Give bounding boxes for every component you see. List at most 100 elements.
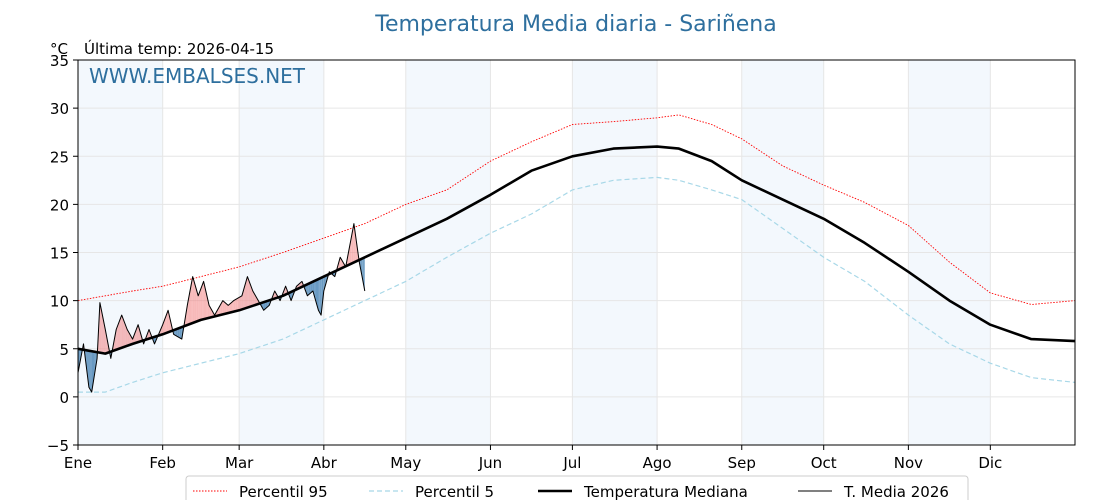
anomaly-segment [194, 281, 196, 323]
y-tick-label-0: 0 [59, 389, 69, 407]
anomaly-segment [315, 279, 317, 306]
anomaly-segment [99, 302, 102, 353]
anomaly-segment [228, 304, 230, 313]
y-tick-label--5: −5 [47, 437, 69, 455]
anomaly-segment [321, 277, 322, 316]
anomaly-segment [352, 227, 354, 264]
x-tick-label-Mar: Mar [225, 454, 254, 472]
anomaly-segment [233, 299, 236, 312]
anomaly-segment [353, 223, 355, 263]
anomaly-segment [147, 329, 149, 340]
anomaly-segment [362, 258, 363, 281]
anomaly-segment [318, 278, 320, 312]
anomaly-segment [179, 327, 182, 340]
anomaly-segment [191, 276, 193, 324]
anomaly-segment [355, 233, 356, 262]
watermark: WWW.EMBALSES.NET [89, 64, 306, 88]
anomaly-segment [124, 322, 126, 347]
y-unit-label: °C [50, 40, 68, 58]
anomaly-segment [94, 351, 96, 376]
anomaly-segment [120, 315, 122, 349]
anomaly-segment [244, 281, 246, 309]
y-tick-label-25: 25 [50, 148, 69, 166]
anomaly-segment [102, 316, 104, 354]
anomaly-segment [362, 258, 364, 284]
anomaly-segment [90, 350, 91, 391]
x-tick-label-Feb: Feb [149, 454, 176, 472]
last-temp-subtitle: Última temp: 2026-04-15 [84, 39, 274, 58]
x-tick-label-Abr: Abr [311, 454, 338, 472]
anomaly-segment [175, 328, 178, 337]
legend-box [185, 475, 969, 500]
anomaly-segment [128, 331, 130, 346]
x-tick-label-Ago: Ago [643, 454, 672, 472]
series-lines [77, 114, 1076, 393]
chart-title: Temperatura Media diaria - Sariñena [374, 12, 776, 37]
anomaly-segment [226, 304, 229, 314]
anomaly-segment [246, 276, 248, 308]
anomaly-segment [231, 301, 233, 313]
anomaly-segment [195, 286, 197, 322]
anomaly-segment [89, 350, 91, 390]
anomaly-segment [250, 283, 252, 307]
anomaly-segment [224, 301, 226, 314]
anomaly-segment [254, 293, 256, 306]
anomaly-segment [340, 257, 342, 269]
anomaly-segment [354, 228, 356, 263]
anomaly-segment [211, 310, 214, 318]
anomaly-segment [225, 303, 227, 314]
anomaly-segment [196, 291, 199, 322]
y-tick-label-30: 30 [50, 100, 69, 118]
anomaly-segment [199, 288, 201, 321]
anomaly-segment [351, 234, 352, 264]
anomaly-segment [239, 295, 242, 310]
anomaly-segment [190, 283, 192, 324]
anomaly-segment [310, 282, 312, 294]
y-tick-label-35: 35 [50, 52, 69, 70]
anomaly-segment [127, 329, 129, 346]
x-tick-label-Oct: Oct [811, 454, 837, 472]
anomaly-segment [229, 303, 231, 313]
anomaly-segment [123, 318, 125, 348]
anomaly-segment [117, 322, 119, 350]
anomaly-segment [166, 310, 169, 333]
anomaly-segment [165, 313, 167, 334]
anomaly-segment [266, 300, 268, 308]
x-tick-label-May: May [390, 454, 421, 472]
y-tick-label-15: 15 [50, 245, 69, 263]
series-line-2 [77, 145, 1076, 355]
anomaly-segment [203, 281, 205, 320]
anomaly-segment [119, 318, 121, 349]
anomaly-segment [235, 298, 238, 312]
x-tick-label-Jul: Jul [562, 454, 581, 472]
series-line-1 [78, 176, 1076, 393]
anomaly-segment [88, 350, 90, 389]
y-tick-label-20: 20 [50, 196, 69, 214]
anomaly-segment [192, 276, 195, 323]
anomaly-segment [311, 281, 313, 293]
anomaly-segment [263, 301, 266, 311]
legend-label-1: Percentil 5 [415, 483, 494, 500]
anomaly-segment [364, 257, 365, 291]
x-tick-label-Jun: Jun [478, 454, 502, 472]
legend: Percentil 95 Percentil 5 Temperatura Media… [185, 475, 969, 500]
anomaly-segment [198, 292, 200, 321]
x-axis-ticks: Ene Feb Mar Abr May Jun Jul Ago Sep Oct Nov Dic [64, 445, 1002, 472]
anomaly-segment [188, 291, 190, 325]
series-line-3 [77, 223, 366, 393]
anomaly-segment [353, 223, 354, 263]
series-line-0 [77, 114, 1076, 305]
x-tick-label-Nov: Nov [894, 454, 923, 472]
anomaly-segment [209, 305, 211, 318]
anomaly-segment [114, 329, 117, 351]
anomaly-segment [91, 351, 93, 393]
x-tick-label-Ene: Ene [64, 454, 92, 472]
anomaly-segment [252, 291, 255, 306]
anomaly-segment [243, 286, 245, 309]
anomaly-segment [101, 309, 103, 354]
anomaly-segment [121, 315, 124, 348]
anomaly-segment [205, 287, 207, 319]
x-tick-label-Dic: Dic [978, 454, 1002, 472]
legend-label-0: Percentil 95 [239, 483, 328, 500]
